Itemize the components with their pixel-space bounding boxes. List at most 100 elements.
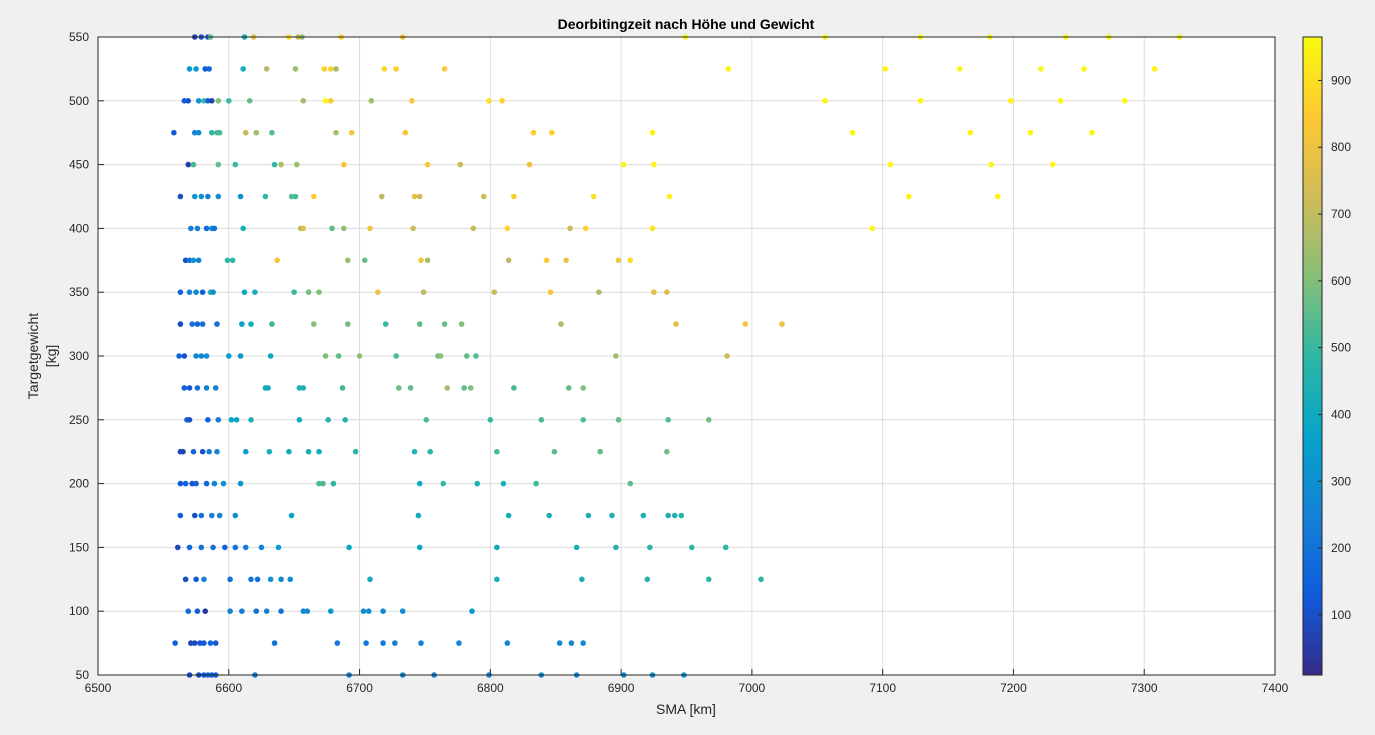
data-point <box>220 480 227 487</box>
data-point <box>1008 98 1014 104</box>
data-point <box>725 66 732 72</box>
data-point <box>499 98 505 104</box>
data-point <box>201 640 207 646</box>
data-point <box>198 193 205 200</box>
data-point <box>822 98 828 104</box>
data-point <box>380 640 386 646</box>
data-point <box>511 193 517 200</box>
data-point <box>1027 129 1034 136</box>
data-point <box>533 480 539 487</box>
data-point <box>344 321 351 327</box>
data-point <box>988 161 995 168</box>
y-tick-label: 500 <box>69 94 89 108</box>
data-point <box>339 385 346 391</box>
data-point <box>402 129 409 136</box>
data-point <box>206 66 212 72</box>
data-point <box>300 98 307 104</box>
data-point <box>365 608 372 614</box>
data-point <box>664 448 670 455</box>
data-point <box>237 193 244 200</box>
data-point <box>409 98 415 104</box>
data-point <box>330 480 337 487</box>
data-point <box>199 321 206 327</box>
data-point <box>487 417 494 423</box>
data-point <box>193 289 199 296</box>
data-point <box>228 417 235 423</box>
data-point <box>491 289 498 296</box>
data-point <box>203 353 210 359</box>
data-point <box>473 353 479 359</box>
data-point <box>440 480 447 487</box>
data-point <box>461 385 467 391</box>
data-point <box>742 321 749 327</box>
x-axis-label: SMA [km] <box>656 701 716 717</box>
data-point <box>416 321 423 327</box>
y-axis-ticks: 50 100 150 200 250 300 350 400 450 500 550 <box>69 30 104 682</box>
data-point <box>664 289 670 296</box>
data-point <box>957 66 963 72</box>
data-point <box>333 66 339 72</box>
data-point <box>185 161 192 168</box>
data-point <box>229 257 236 264</box>
data-point <box>207 640 214 646</box>
data-point <box>215 98 222 104</box>
data-point <box>392 640 398 646</box>
data-point <box>500 480 507 487</box>
data-point <box>193 66 199 72</box>
data-point <box>203 385 210 391</box>
data-point <box>546 512 552 519</box>
data-point <box>590 193 597 200</box>
x-tick-label: 6700 <box>346 681 373 695</box>
data-point <box>665 417 671 423</box>
data-point <box>673 321 679 327</box>
data-point <box>393 66 399 72</box>
data-point <box>423 417 430 423</box>
data-point <box>627 480 634 487</box>
data-point <box>193 353 199 359</box>
data-point <box>185 608 192 614</box>
data-point <box>215 161 222 168</box>
data-point <box>258 544 265 551</box>
data-point <box>177 193 184 200</box>
data-point <box>543 257 550 264</box>
data-point <box>849 129 856 136</box>
data-point <box>424 257 431 264</box>
data-point <box>210 544 216 551</box>
colorbar-tick-label: 800 <box>1331 140 1351 154</box>
data-point <box>613 544 619 551</box>
data-point <box>361 257 368 264</box>
data-point <box>195 257 202 264</box>
data-point <box>505 257 512 264</box>
data-point <box>906 193 912 200</box>
data-points <box>171 34 1183 678</box>
data-point <box>511 385 517 391</box>
data-point <box>300 225 307 232</box>
data-point <box>181 98 188 104</box>
colorbar-tick-label: 300 <box>1331 474 1351 488</box>
data-point <box>241 289 248 296</box>
data-point <box>418 640 424 646</box>
data-point <box>441 66 448 72</box>
data-point <box>203 225 210 232</box>
data-point <box>342 417 348 423</box>
colorbar-tick-label: 900 <box>1331 73 1351 87</box>
data-point <box>322 353 329 359</box>
data-point <box>567 225 573 232</box>
data-point <box>292 193 299 200</box>
data-point <box>367 576 373 583</box>
data-point <box>640 512 647 519</box>
data-point <box>344 257 351 264</box>
data-point <box>551 448 558 455</box>
colorbar-tick-label: 500 <box>1331 341 1351 355</box>
data-point <box>580 640 586 646</box>
data-point <box>411 448 418 455</box>
data-point <box>416 544 423 551</box>
data-point <box>212 385 219 391</box>
data-point <box>193 576 199 583</box>
data-point <box>288 193 295 200</box>
data-point <box>411 193 418 200</box>
data-point <box>222 544 228 551</box>
data-point <box>566 385 572 391</box>
data-point <box>688 544 695 551</box>
data-point <box>195 129 202 136</box>
